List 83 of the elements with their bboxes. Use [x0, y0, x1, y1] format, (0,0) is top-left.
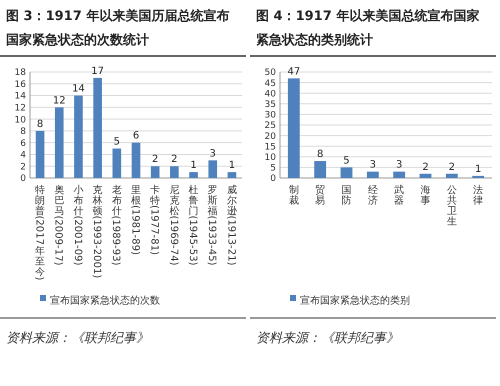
- y-tick-label: 2: [20, 162, 26, 172]
- category-label: 尼克松(1969-74): [168, 185, 180, 266]
- bar: [446, 174, 458, 178]
- y-tick-label: 15: [264, 142, 276, 152]
- y-tick-label: 14: [14, 92, 26, 102]
- bar: [393, 172, 406, 178]
- y-tick-label: 10: [14, 115, 26, 126]
- bar: [36, 130, 44, 178]
- x-tick-label: 制裁: [288, 184, 299, 206]
- y-tick-label: 50: [264, 68, 276, 78]
- data-label: 12: [52, 95, 66, 106]
- data-label: 2: [152, 154, 158, 166]
- data-label: 6: [132, 130, 140, 142]
- x-tick-label: 法律: [473, 184, 484, 206]
- y-tick-label: 40: [264, 89, 276, 100]
- bar: [112, 148, 122, 178]
- data-label: 8: [36, 118, 44, 130]
- bar: [340, 167, 352, 178]
- bar: [150, 166, 160, 178]
- y-tick-label: 5: [270, 164, 276, 174]
- bar: [228, 172, 236, 178]
- x-tick-label: 海事: [420, 184, 431, 206]
- data-label: 8: [316, 149, 324, 160]
- x-tick-label: 贸易: [315, 184, 326, 206]
- bar: [288, 78, 300, 178]
- y-tick-label: 45: [264, 78, 276, 89]
- y-tick-label: 35: [264, 100, 276, 110]
- category-label: 奥巴马(2009-17): [52, 185, 64, 266]
- category-label: 威尔逊(1913-21): [225, 185, 237, 266]
- bar: [74, 96, 83, 178]
- data-label: 3: [370, 160, 376, 171]
- y-tick-label: 0: [20, 174, 26, 184]
- bar: [54, 107, 64, 178]
- data-label: 14: [72, 84, 85, 95]
- category-label: 卡特(1977-81): [148, 185, 160, 256]
- bar: [132, 142, 140, 178]
- bar: [189, 172, 198, 178]
- category-label: 克林顿(1993-2001): [91, 185, 103, 278]
- category-label: 杜鲁门(1945-53): [186, 185, 199, 266]
- data-label: 17: [91, 66, 104, 77]
- category-label: 小布什(2001-09): [72, 185, 84, 266]
- bar: [366, 172, 379, 178]
- text: 资料来源：《联邦纪事》: [256, 331, 399, 346]
- x-tick-label: 公共卫生: [446, 184, 457, 228]
- category-label: 里根(1981-89): [129, 185, 141, 256]
- data-label: 1: [474, 164, 482, 175]
- data-label: 3: [396, 160, 402, 171]
- y-tick-label: 8: [20, 127, 26, 138]
- data-label: 1: [190, 160, 197, 172]
- text: 资料来源：《联邦纪事》: [6, 331, 149, 346]
- category-label: 老布什(1989-93): [110, 185, 122, 266]
- y-tick-label: 10: [264, 152, 276, 163]
- chart-title: 图 3：1917 年以来美国历届总统宣布国家紧急状态的次数统计: [6, 8, 230, 48]
- x-tick-label: 经济: [368, 184, 378, 206]
- y-tick-label: 30: [264, 110, 276, 121]
- legend-label: 宣布国家紧急状态的次数: [50, 294, 160, 306]
- y-tick-label: 0: [270, 174, 276, 184]
- data-label: 3: [210, 148, 216, 160]
- y-tick-label: 16: [14, 80, 26, 90]
- y-tick-label: 6: [20, 138, 26, 149]
- data-label: 47: [287, 66, 300, 78]
- data-label: 5: [343, 155, 350, 166]
- data-label: 1: [228, 160, 236, 172]
- data-label: 2: [171, 154, 178, 166]
- bar: [420, 174, 432, 178]
- x-tick-label: 国防: [341, 185, 352, 206]
- data-label: 2: [422, 162, 429, 173]
- chart-title: 图 4：1917 年以来美国总统宣布国家紧急状态的类别统计: [256, 8, 480, 48]
- category-label: 特朗普(2017年至今): [33, 185, 46, 280]
- y-tick-label: 4: [20, 150, 26, 161]
- data-label: 5: [114, 136, 120, 148]
- bar: [93, 78, 102, 178]
- y-tick-label: 25: [264, 121, 276, 132]
- category-label: 罗斯福(1933-45): [206, 185, 218, 266]
- y-tick-label: 12: [14, 103, 26, 114]
- bar: [170, 166, 179, 178]
- y-tick-label: 20: [264, 132, 276, 142]
- legend-label: 宣布国家紧急状态的类别: [300, 294, 410, 306]
- x-tick-label: 武器: [394, 184, 404, 206]
- bar: [314, 161, 326, 178]
- data-label: 2: [448, 162, 456, 173]
- y-tick-label: 18: [14, 68, 26, 78]
- bar: [208, 160, 218, 178]
